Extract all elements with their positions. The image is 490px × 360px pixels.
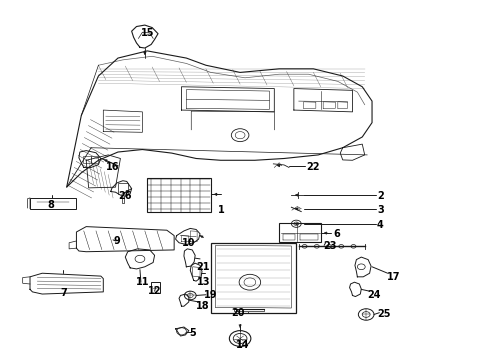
Bar	[83, 156, 91, 163]
Bar	[147, 178, 211, 212]
Text: 25: 25	[377, 310, 391, 319]
Text: 18: 18	[196, 301, 210, 311]
Text: 13: 13	[196, 277, 210, 287]
Text: 24: 24	[367, 291, 381, 301]
Text: 17: 17	[387, 272, 400, 282]
Text: 7: 7	[61, 288, 68, 298]
Bar	[279, 223, 321, 242]
Bar	[30, 198, 76, 209]
Text: 14: 14	[236, 340, 249, 350]
Text: 23: 23	[323, 241, 337, 251]
Text: 20: 20	[231, 309, 245, 318]
Text: 5: 5	[189, 328, 196, 338]
Text: 15: 15	[141, 28, 154, 38]
Bar	[211, 243, 296, 313]
Text: 22: 22	[306, 162, 319, 172]
Bar	[91, 156, 98, 163]
Text: 16: 16	[106, 162, 119, 172]
Text: 2: 2	[377, 191, 384, 201]
Text: 3: 3	[377, 206, 384, 216]
Text: 4: 4	[377, 220, 384, 230]
Text: 11: 11	[136, 277, 149, 287]
Text: 8: 8	[47, 200, 54, 210]
Text: 26: 26	[118, 191, 131, 201]
Text: 19: 19	[203, 291, 217, 301]
Text: 6: 6	[333, 229, 340, 239]
Text: 10: 10	[181, 238, 195, 248]
Text: 12: 12	[148, 286, 161, 296]
Text: 9: 9	[113, 236, 120, 246]
Text: 21: 21	[196, 262, 210, 272]
Bar	[151, 282, 160, 293]
Text: 1: 1	[218, 206, 225, 216]
